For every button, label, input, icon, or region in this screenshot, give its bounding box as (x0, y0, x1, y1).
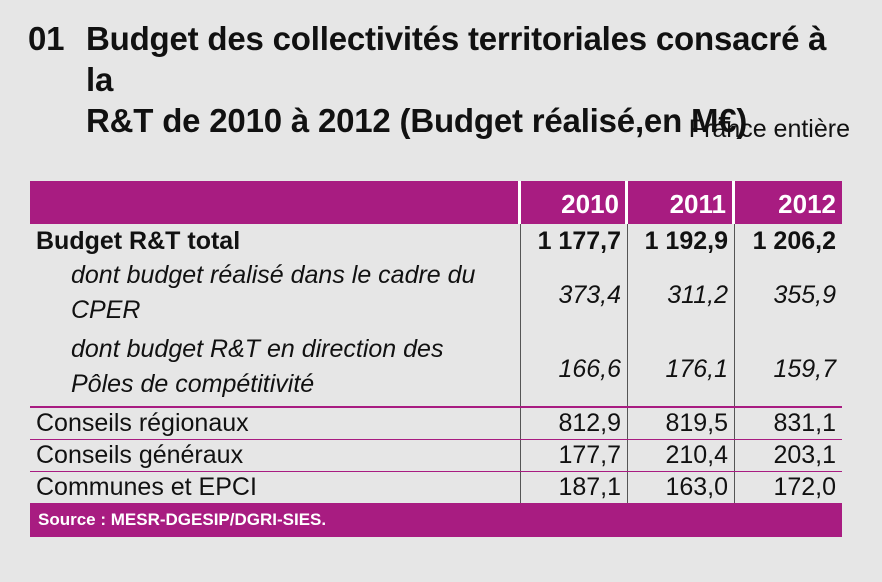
cell-2010: 187,1 (521, 472, 628, 503)
cell-2011: 176,1 (628, 332, 735, 406)
row-label: dont budget R&T en direction des Pôles d… (30, 332, 521, 406)
source-note: Source : MESR-DGESIP/DGRI-SIES. (30, 503, 842, 537)
title-block: 01 Budget des collectivités territoriale… (28, 18, 858, 141)
cell-2011: 210,4 (628, 440, 735, 471)
title-line-1: 01 Budget des collectivités territoriale… (28, 18, 858, 100)
header-empty-cell (30, 181, 521, 224)
row-label: Budget R&T total (30, 224, 521, 258)
column-header-2010: 2010 (521, 181, 628, 224)
row-label: Conseils généraux (30, 440, 521, 471)
cell-2010: 812,9 (521, 408, 628, 439)
row-label-line-1: dont budget réalisé dans le cadre du (71, 261, 476, 289)
table-row-conseils-generaux: Conseils généraux 177,7 210,4 203,1 (30, 440, 842, 471)
cell-2012: 831,1 (773, 409, 836, 437)
row-divider (30, 406, 842, 408)
row-label: Communes et EPCI (30, 472, 521, 503)
cell-2011: 311,2 (628, 258, 735, 332)
table-row-communes-epci: Communes et EPCI 187,1 163,0 172,0 (30, 472, 842, 503)
cell-2012: 172,0 (773, 473, 836, 501)
column-header-2011: 2011 (628, 181, 735, 224)
cell-2010: 177,7 (521, 440, 628, 471)
row-label: dont budget réalisé dans le cadre du CPE… (30, 258, 521, 332)
figure-number: 01 (28, 20, 65, 57)
row-label-line-2: CPER (71, 296, 141, 324)
table-row-cper: dont budget réalisé dans le cadre du CPE… (30, 258, 842, 332)
table-row-total: Budget R&T total 1 177,7 1 192,9 1 206,2 (30, 224, 842, 258)
row-label: Conseils régionaux (30, 408, 521, 439)
title-line-2: R&T de 2010 à 2012 (Budget réalisé,en M€… (28, 100, 858, 141)
title-text-line-2: R&T de 2010 à 2012 (Budget réalisé,en M€… (86, 102, 748, 139)
cell-2012: 203,1 (773, 441, 836, 469)
cell-2012: 159,7 (773, 354, 836, 383)
cell-2011: 819,5 (628, 408, 735, 439)
subtitle: France entière (688, 115, 850, 143)
cell-2010: 1 177,7 (521, 224, 628, 258)
table-row-poles: dont budget R&T en direction des Pôles d… (30, 332, 842, 406)
title-spacer (28, 100, 86, 141)
budget-table: 2010 2011 2012 Budget R&T total 1 177,7 … (30, 181, 842, 537)
cell-2011: 163,0 (628, 472, 735, 503)
cell-2012: 355,9 (773, 280, 836, 309)
table-row-conseils-regionaux: Conseils régionaux 812,9 819,5 831,1 (30, 408, 842, 439)
cell-2010: 166,6 (521, 332, 628, 406)
cell-2011: 1 192,9 (628, 224, 735, 258)
cell-2012: 1 206,2 (752, 227, 836, 255)
row-divider (30, 439, 842, 440)
cell-2010: 373,4 (521, 258, 628, 332)
row-label-line-2: Pôles de compétitivité (71, 370, 315, 398)
column-header-2012: 2012 (735, 181, 842, 224)
row-label-line-1: dont budget R&T en direction des (71, 335, 444, 363)
title-text-line-1: Budget des collectivités territoriales c… (86, 20, 827, 98)
row-divider (30, 471, 842, 472)
header-row: 2010 2011 2012 (30, 181, 842, 224)
